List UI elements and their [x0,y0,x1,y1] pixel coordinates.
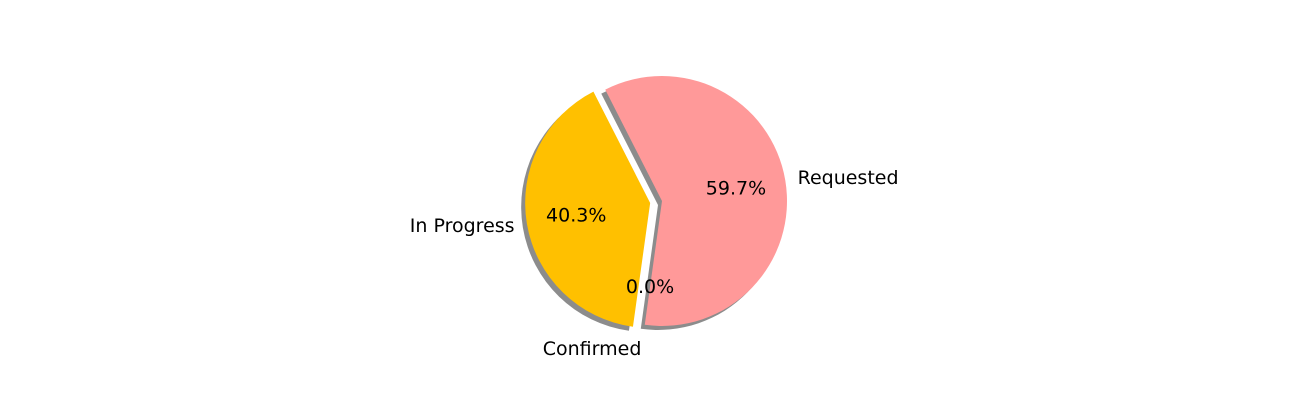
slice-percent-confirmed: 0.0% [626,276,674,298]
slice-percent-requested: 59.7% [706,178,766,200]
slice-label-requested: Requested [798,167,899,189]
pie-text-layer: Requested 59.7% Confirmed 0.0% In Progress 40… [410,167,899,360]
pie-slice-layer [525,76,787,327]
pie-slice-requested [605,76,787,326]
slice-label-in-progress: In Progress [410,215,515,237]
slice-label-confirmed: Confirmed [543,338,642,360]
slice-percent-in-progress: 40.3% [546,204,606,226]
pie-slice-in-progress [525,91,651,327]
